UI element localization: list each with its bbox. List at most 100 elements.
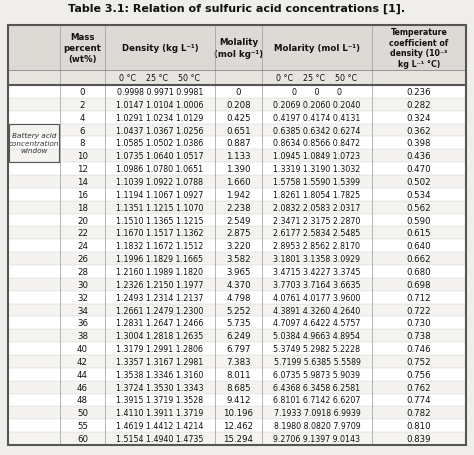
Text: 2.238: 2.238 xyxy=(226,203,251,212)
Text: 48: 48 xyxy=(77,396,88,404)
Text: 6.4368 6.3458 6.2581: 6.4368 6.3458 6.2581 xyxy=(273,383,361,392)
Text: 1.1194 1.1067 1.0927: 1.1194 1.1067 1.0927 xyxy=(117,190,204,199)
Bar xyxy=(8,176,466,188)
Text: 1.1670 1.1517 1.1362: 1.1670 1.1517 1.1362 xyxy=(116,229,204,238)
Text: 8.685: 8.685 xyxy=(226,383,251,392)
Text: 4.0761 4.0177 3.9600: 4.0761 4.0177 3.9600 xyxy=(273,293,361,302)
Bar xyxy=(8,111,466,124)
Text: 0.756: 0.756 xyxy=(407,370,431,379)
Text: 1.3357 1.3167 1.2981: 1.3357 1.3167 1.2981 xyxy=(117,357,204,366)
Text: 0.590: 0.590 xyxy=(407,216,431,225)
Text: 0.4197 0.4174 0.4131: 0.4197 0.4174 0.4131 xyxy=(273,113,361,122)
Text: Molarity (mol L⁻¹): Molarity (mol L⁻¹) xyxy=(274,44,360,53)
Text: 6.797: 6.797 xyxy=(226,344,251,353)
Text: 1.3319 1.3190 1.3032: 1.3319 1.3190 1.3032 xyxy=(273,165,361,174)
Text: 5.252: 5.252 xyxy=(226,306,251,315)
Text: 34: 34 xyxy=(77,306,88,315)
Bar xyxy=(8,394,466,406)
Text: 1.8261 1.8054 1.7825: 1.8261 1.8054 1.7825 xyxy=(273,190,361,199)
Bar xyxy=(8,291,466,304)
Text: 2.6177 2.5834 2.5485: 2.6177 2.5834 2.5485 xyxy=(273,229,361,238)
Bar xyxy=(8,71,466,86)
Text: 0.534: 0.534 xyxy=(407,190,431,199)
Text: 0.2069 0.2060 0.2040: 0.2069 0.2060 0.2040 xyxy=(273,101,361,110)
Text: 3.220: 3.220 xyxy=(226,242,251,251)
Text: 10: 10 xyxy=(77,152,88,161)
Text: 0.762: 0.762 xyxy=(407,383,431,392)
Bar xyxy=(8,137,466,150)
Bar xyxy=(8,26,466,71)
Text: 0.746: 0.746 xyxy=(407,344,431,353)
Text: 1.3915 1.3719 1.3528: 1.3915 1.3719 1.3528 xyxy=(117,396,203,404)
Text: 3.1801 3.1358 3.0929: 3.1801 3.1358 3.0929 xyxy=(273,254,361,263)
Text: 0: 0 xyxy=(80,88,85,97)
Text: 1.3179 1.2991 1.2806: 1.3179 1.2991 1.2806 xyxy=(117,344,203,353)
Text: 2.0832 2.0583 2.0317: 2.0832 2.0583 2.0317 xyxy=(273,203,361,212)
Bar xyxy=(8,381,466,394)
Text: 1.2661 1.2479 1.2300: 1.2661 1.2479 1.2300 xyxy=(116,306,204,315)
Text: 26: 26 xyxy=(77,254,88,263)
Text: 6.249: 6.249 xyxy=(226,332,251,340)
Text: 0.680: 0.680 xyxy=(407,268,431,276)
Text: 44: 44 xyxy=(77,370,88,379)
Text: 0.282: 0.282 xyxy=(407,101,431,110)
Text: 1.1351 1.1215 1.1070: 1.1351 1.1215 1.1070 xyxy=(116,203,204,212)
Text: 0.782: 0.782 xyxy=(407,409,431,417)
Bar xyxy=(8,420,466,432)
Text: 1.0147 1.0104 1.0006: 1.0147 1.0104 1.0006 xyxy=(116,101,204,110)
Text: 0.774: 0.774 xyxy=(407,396,431,404)
Text: 16: 16 xyxy=(77,190,88,199)
Bar xyxy=(9,124,59,163)
Text: 20: 20 xyxy=(77,216,88,225)
Bar xyxy=(8,150,466,163)
Text: 1.1996 1.1829 1.1665: 1.1996 1.1829 1.1665 xyxy=(117,254,203,263)
Text: 0.738: 0.738 xyxy=(407,332,431,340)
Text: 0.398: 0.398 xyxy=(407,139,431,148)
Text: 0.712: 0.712 xyxy=(407,293,431,302)
Text: 30: 30 xyxy=(77,280,88,289)
Bar xyxy=(8,355,466,368)
Text: 8.011: 8.011 xyxy=(226,370,251,379)
Text: Temperature
coefficient of
density (10⁻³
kg L⁻¹ °C): Temperature coefficient of density (10⁻³… xyxy=(389,28,449,69)
Bar xyxy=(8,227,466,240)
Text: 2.875: 2.875 xyxy=(226,229,251,238)
Text: 0.640: 0.640 xyxy=(407,242,431,251)
Text: 0.722: 0.722 xyxy=(407,306,431,315)
Text: 40: 40 xyxy=(77,344,88,353)
Text: 5.0384 4.9663 4.8954: 5.0384 4.9663 4.8954 xyxy=(273,332,361,340)
Text: 36: 36 xyxy=(77,318,88,328)
Text: 6.0735 5.9873 5.9039: 6.0735 5.9873 5.9039 xyxy=(273,370,361,379)
Text: 24: 24 xyxy=(77,242,88,251)
Text: 2.8953 2.8562 2.8170: 2.8953 2.8562 2.8170 xyxy=(273,242,361,251)
Bar xyxy=(8,253,466,265)
Text: Battery acid
concentration
window: Battery acid concentration window xyxy=(9,133,59,154)
Text: 6: 6 xyxy=(80,126,85,135)
Text: 1.2160 1.1989 1.1820: 1.2160 1.1989 1.1820 xyxy=(117,268,203,276)
Text: 0.208: 0.208 xyxy=(226,101,251,110)
Text: 1.2326 1.2150 1.1977: 1.2326 1.2150 1.1977 xyxy=(116,280,204,289)
Text: 0.436: 0.436 xyxy=(407,152,431,161)
Text: 0.698: 0.698 xyxy=(407,280,431,289)
Text: 0.810: 0.810 xyxy=(407,421,431,430)
Text: 60: 60 xyxy=(77,434,88,443)
Text: 1.2493 1.2314 1.2137: 1.2493 1.2314 1.2137 xyxy=(116,293,204,302)
Bar xyxy=(8,278,466,291)
Text: 42: 42 xyxy=(77,357,88,366)
Text: 32: 32 xyxy=(77,293,88,302)
Text: 1.0585 1.0502 1.0386: 1.0585 1.0502 1.0386 xyxy=(117,139,204,148)
Text: 1.133: 1.133 xyxy=(226,152,251,161)
Text: Table 3.1: Relation of sulfuric acid concentrations [1].: Table 3.1: Relation of sulfuric acid con… xyxy=(68,4,406,14)
Text: 38: 38 xyxy=(77,332,88,340)
Bar xyxy=(8,343,466,355)
Text: 3.7703 3.7164 3.6635: 3.7703 3.7164 3.6635 xyxy=(273,280,361,289)
Text: Mass
percent
(wt%): Mass percent (wt%) xyxy=(64,33,101,64)
Bar xyxy=(8,329,466,343)
Text: 15.294: 15.294 xyxy=(224,434,254,443)
Text: 9.412: 9.412 xyxy=(226,396,251,404)
Text: 4.798: 4.798 xyxy=(226,293,251,302)
Text: 0.839: 0.839 xyxy=(407,434,431,443)
Text: 1.1039 1.0922 1.0788: 1.1039 1.0922 1.0788 xyxy=(117,177,203,187)
Text: 0.236: 0.236 xyxy=(407,88,431,97)
Text: 10.196: 10.196 xyxy=(224,409,254,417)
Text: 0: 0 xyxy=(236,88,241,97)
